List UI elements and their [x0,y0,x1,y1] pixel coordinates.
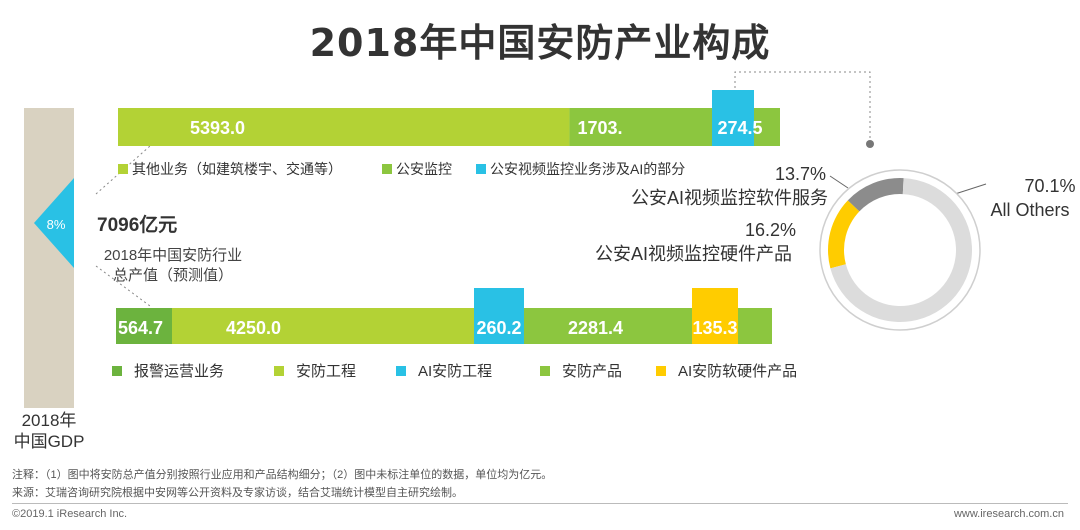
legend-bottom-swatch-2 [396,366,406,376]
top-bar-label-1: 1703. [577,118,622,138]
top-bar-tail [754,108,780,146]
bottom-bar-segment-4 [692,288,738,344]
donut-slice-1 [828,200,860,269]
legend-bottom-swatch-3 [540,366,550,376]
bottom-bar-segment-3 [524,308,692,344]
donut-pct-label-0: 13.7% [775,164,826,184]
bottom-bar-label-2: 260.2 [476,318,521,338]
chart-title: 2018年中国安防产业构成 [309,21,771,65]
top-bar-segment-2 [712,90,754,146]
share-marker [34,178,74,268]
donut-slice-0 [847,178,904,212]
source-line: 来源：艾瑞咨询研究院根据中安网等公开资料及专家访谈，结合艾瑞统计模型自主研究绘制… [12,487,463,499]
legend-top-swatch-2 [476,164,486,174]
legend-top-swatch-1 [382,164,392,174]
connector-to-pie [734,71,871,140]
footer-url: www.iresearch.com.cn [953,508,1064,520]
legend-bottom-label-0: 报警运营业务 [134,363,224,380]
top-bar-label-2: 274.5 [717,118,762,138]
bottom-bar-tail [738,308,772,344]
donut-name-label-2: All Others [990,200,1069,220]
legend-top-label-2: 公安视频监控业务涉及AI的部分 [490,161,685,177]
connector-dot [866,140,874,148]
legend-bottom-label-3: 安防产品 [562,363,622,380]
bottom-bar-segment-2 [474,288,524,344]
legend-bottom-swatch-4 [656,366,666,376]
top-bar-label-0: 5393.0 [190,118,245,138]
legend-top-label-1: 公安监控 [396,161,452,177]
bottom-bar-label-0: 564.7 [118,318,163,338]
bottom-bar-segment-1 [172,308,474,344]
donut-name-label-1: 公安AI视频监控硬件产品 [595,244,792,264]
pie-leader-others [954,183,987,195]
bottom-bar-label-4: 135.3 [692,318,737,338]
legend-bottom-label-2: AI安防工程 [418,363,492,380]
legend-bottom-label-4: AI安防软硬件产品 [678,363,797,380]
donut-pct-label-2: 70.1% [1024,176,1075,196]
bottom-bar-label-1: 4250.0 [226,318,281,338]
footer-copyright: ©2019.1 iResearch Inc. [12,508,128,520]
connector-bottom [95,265,151,307]
gdp-label: 2018年 中国GDP [13,411,85,451]
share-label: 8% [47,217,66,232]
note-line: 注释：（1）图中将安防总产值分别按照行业应用和产品结构细分；（2）图中未标注单位… [12,469,553,481]
legend-bottom-swatch-1 [274,366,284,376]
pie-leader-software [829,175,849,189]
legend-top-label-0: 其他业务（如建筑楼宇、交通等） [132,161,342,177]
bottom-bar-segment-0 [116,308,172,344]
legend-top-swatch-0 [118,164,128,174]
total-description: 2018年中国安防行业 总产值（预测值） [103,247,243,284]
donut-name-label-0: 公安AI视频监控软件服务 [631,188,828,208]
donut-pct-label-1: 16.2% [745,220,796,240]
bottom-bar-label-3: 2281.4 [568,318,623,338]
footer-divider [12,503,1068,504]
top-bar-segment-1 [569,108,712,146]
legend-bottom-label-1: 安防工程 [296,363,356,380]
legend-bottom-swatch-0 [112,366,122,376]
total-value: 7096亿元 [97,215,178,236]
top-bar-segment-0 [118,108,570,146]
